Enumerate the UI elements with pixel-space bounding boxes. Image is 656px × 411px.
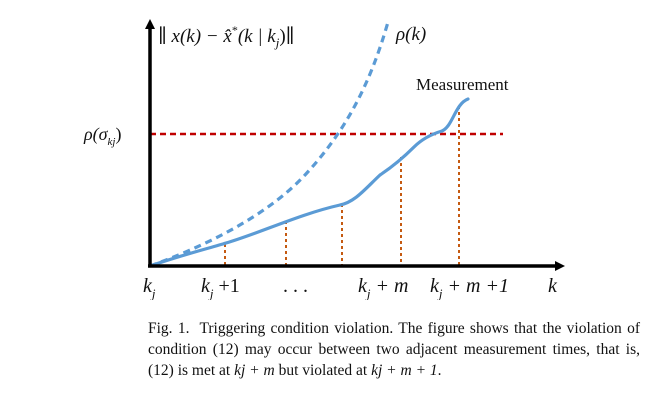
- figure-label: Fig. 1.: [148, 320, 190, 337]
- caption-text-2: but violated at: [274, 362, 372, 379]
- tick-label-kj: kj: [143, 275, 156, 300]
- threshold-label: ρ(σkj): [83, 124, 121, 148]
- figure-caption: Fig. 1. Triggering condition violation. T…: [148, 318, 640, 381]
- triggering-condition-diagram: ∥ x(k) − x̂*(k | kj)∥ ρ(k) Measurement ρ…: [83, 19, 565, 300]
- tick-label-kj-plus-m-plus-1: kj + m +1: [430, 275, 509, 300]
- measurement-lines: [224, 106, 460, 266]
- tick-label-ellipsis: . . .: [283, 275, 308, 297]
- tick-label-kj-plus-m: kj + m: [358, 275, 408, 300]
- caption-math-kj-plus-m: kj + m: [234, 362, 275, 379]
- rho-curve: [149, 21, 390, 268]
- measurement-label: Measurement: [416, 75, 509, 94]
- rho-curve-label: ρ(k): [395, 24, 426, 45]
- caption-text-1: Triggering condition violation. The figu…: [148, 320, 640, 379]
- error-norm-curve: [148, 97, 470, 268]
- caption-text-3: .: [437, 362, 442, 379]
- tick-label-kj-plus-1: kj +1: [201, 275, 240, 300]
- x-axis-label: k: [548, 275, 558, 297]
- x-tick-labels: kj kj +1 . . . kj + m kj + m +1 k: [143, 275, 558, 300]
- y-axis-label: ∥ x(k) − x̂*(k | kj)∥: [158, 23, 294, 50]
- caption-math-kj-plus-m-plus-1: kj + m + 1: [371, 362, 438, 379]
